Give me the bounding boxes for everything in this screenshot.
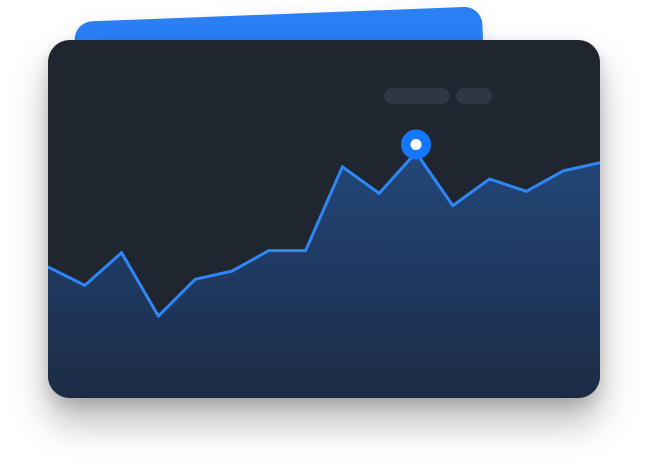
data-point (340, 165, 344, 169)
data-point (304, 249, 308, 253)
data-point (193, 277, 197, 281)
chart-card (48, 40, 600, 398)
data-point (377, 191, 381, 195)
data-point (598, 161, 600, 165)
series-line (48, 151, 600, 318)
area-fill (48, 152, 600, 398)
data-point (120, 251, 124, 255)
area-chart (48, 129, 600, 398)
data-point (156, 314, 160, 318)
data-point (230, 269, 234, 273)
data-point (488, 177, 492, 181)
data-point (561, 169, 565, 173)
data-point (524, 189, 528, 193)
data-point (451, 204, 455, 208)
data-point (48, 265, 50, 269)
placeholder-pill-wide[interactable] (384, 88, 450, 104)
placeholder-pill-narrow[interactable] (456, 88, 492, 104)
data-point (267, 249, 271, 253)
data-point (83, 283, 87, 287)
highlight-marker-center (410, 138, 422, 150)
